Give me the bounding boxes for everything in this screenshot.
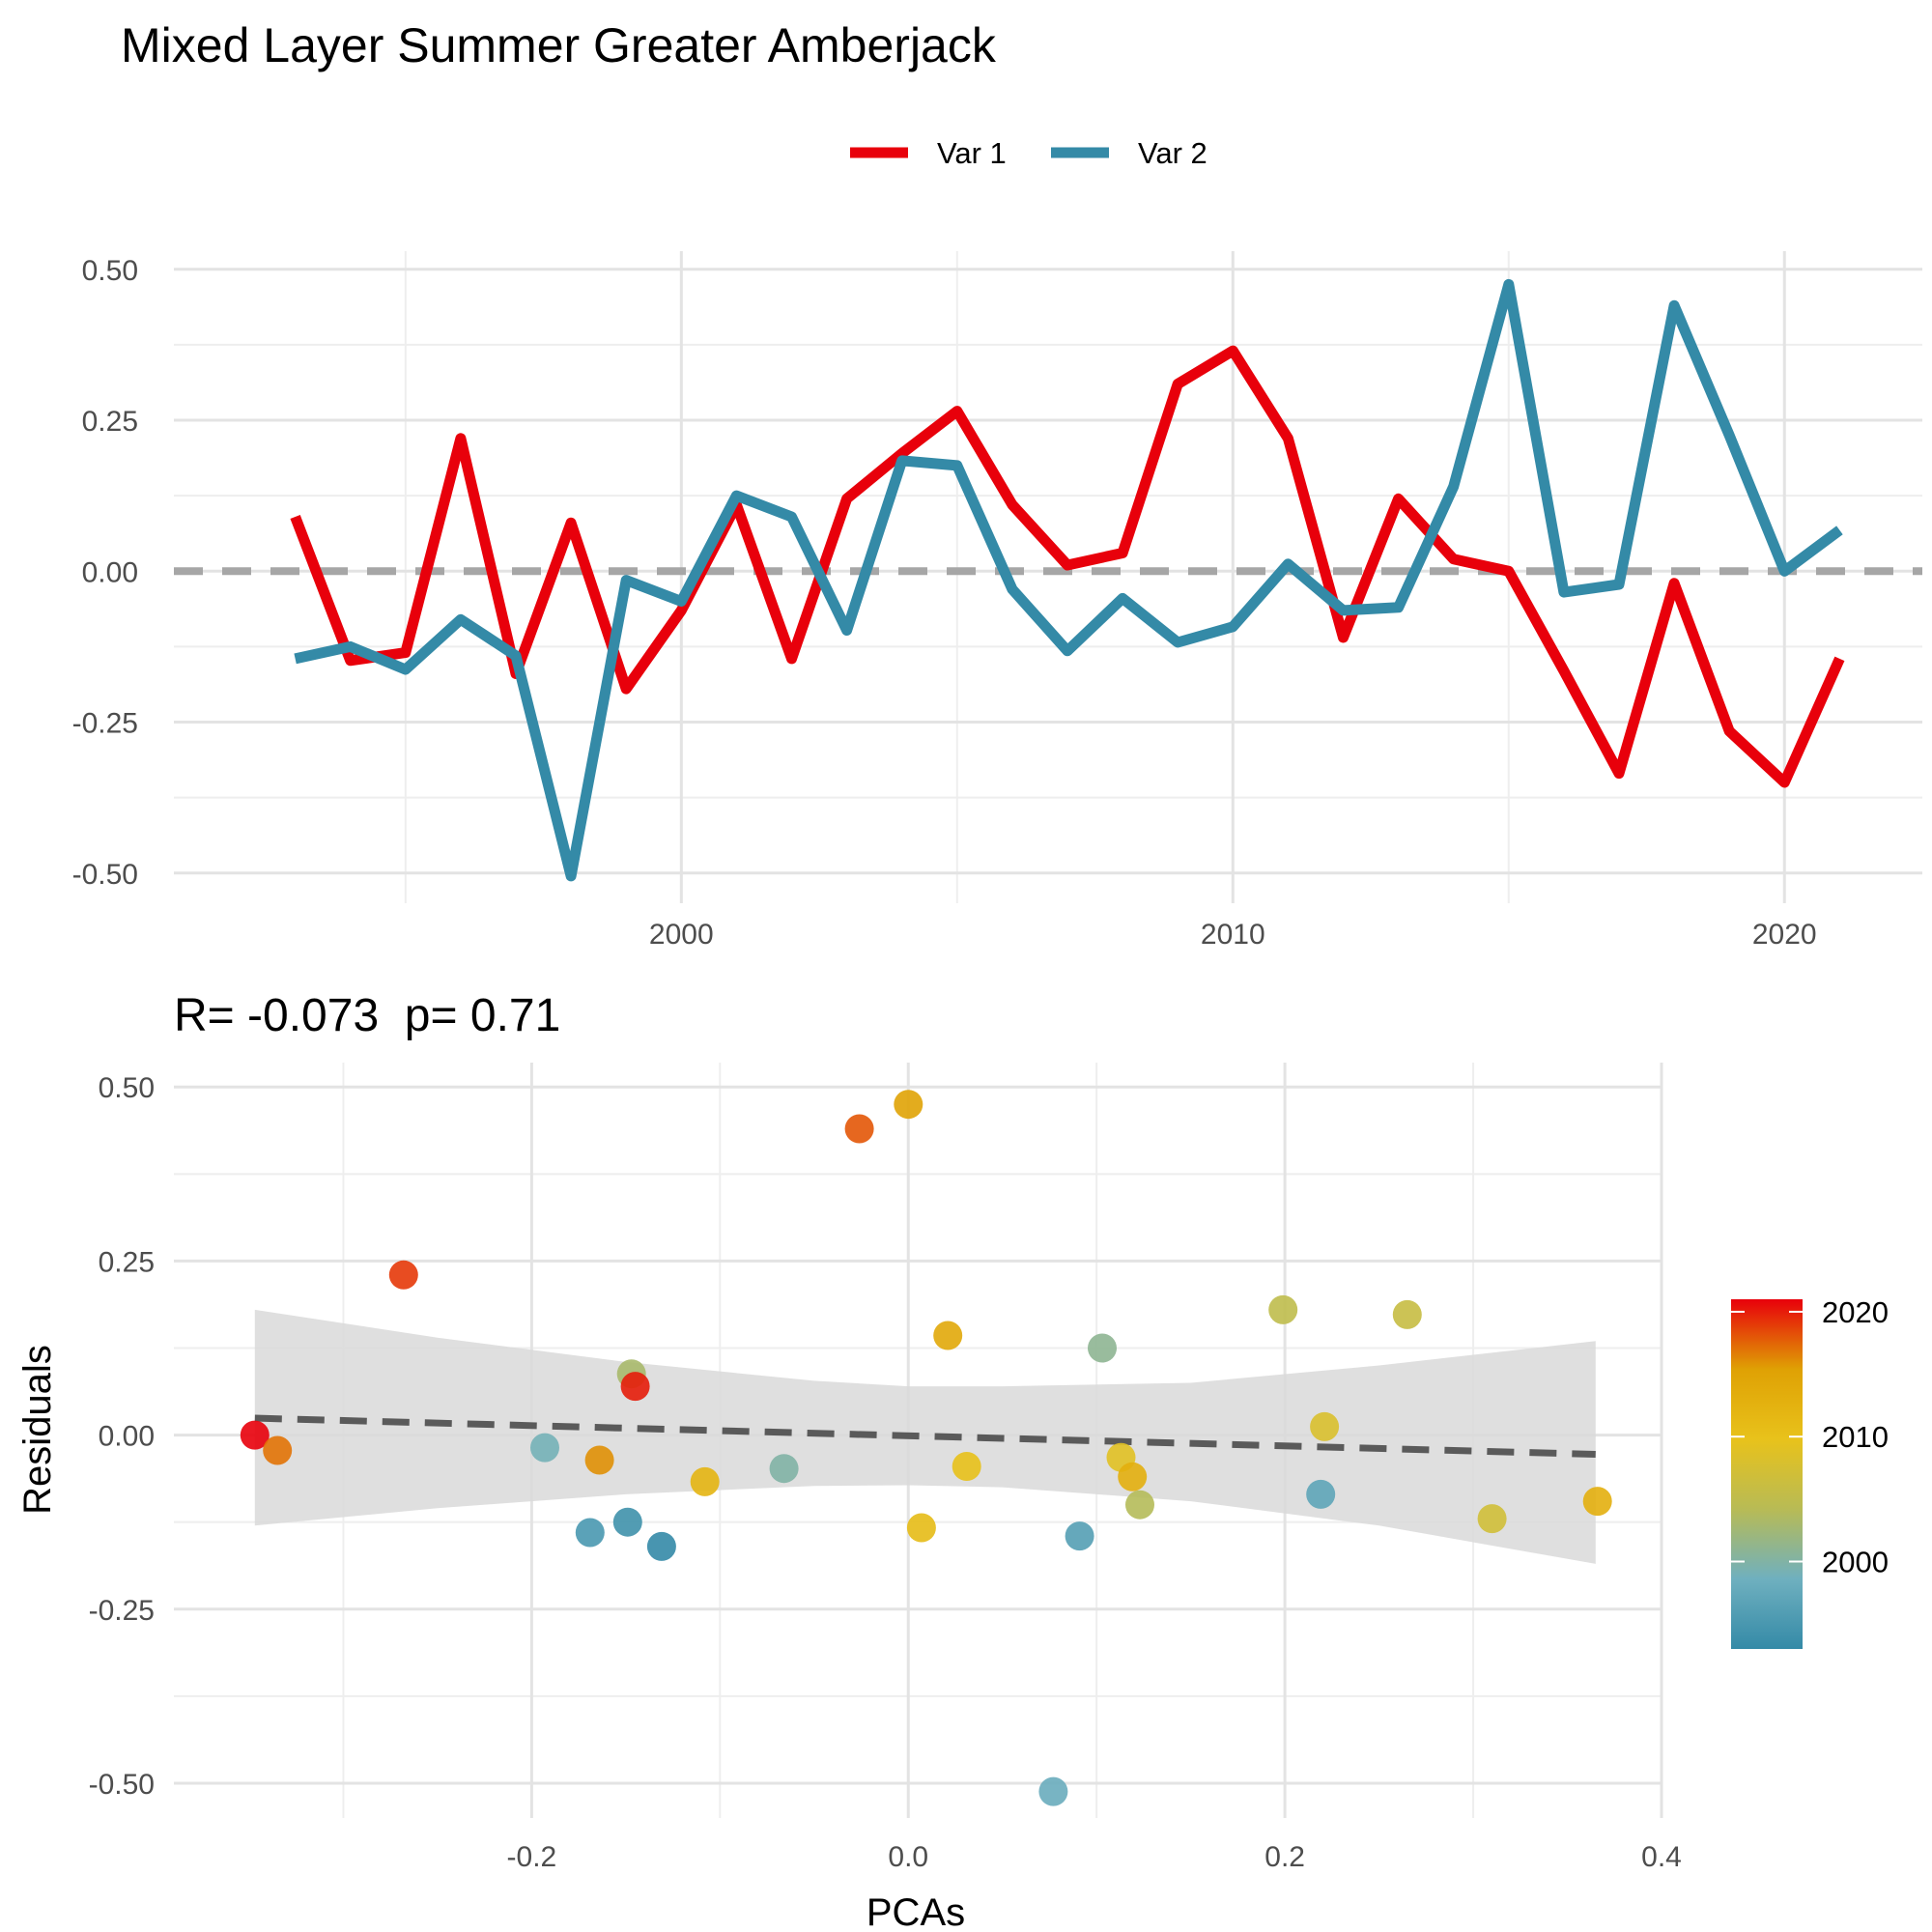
y-tick-label: 0.25 (82, 406, 138, 438)
scatter-point (584, 1445, 614, 1475)
scatter-point (1310, 1411, 1340, 1441)
scatter-point (575, 1518, 605, 1548)
regression-line (254, 1414, 1596, 1459)
confidence-ribbon (254, 1309, 1596, 1564)
colorbar-label: 2020 (1822, 1295, 1889, 1329)
x-tick-label: 0.4 (1641, 1841, 1682, 1873)
x-axis-title: PCAs (867, 1891, 965, 1932)
series-line-2 (294, 278, 1843, 882)
colorbar-gradient (1731, 1299, 1803, 1649)
scatter-point (1088, 1333, 1117, 1363)
scatter-point (844, 1114, 874, 1144)
x-tick-label: -0.2 (507, 1841, 557, 1873)
time-series-panel: 0.50 0.25 0.00 -0.25 -0.50 2000 2010 2020 (72, 251, 1922, 951)
x-tick-label: 0.2 (1264, 1841, 1305, 1873)
scatter-point (263, 1435, 293, 1465)
y-tick-label: -0.50 (72, 859, 138, 891)
scatter-point (646, 1531, 676, 1561)
y-tick-label: 0.00 (82, 556, 138, 588)
scatter-point (612, 1507, 642, 1537)
chart-title: Mixed Layer Summer Greater Amberjack (121, 18, 997, 72)
scatter-point (769, 1454, 799, 1484)
scatter-point (906, 1513, 936, 1543)
scatter-point (1118, 1462, 1148, 1492)
scatter-point (894, 1090, 923, 1120)
scatter-point (933, 1321, 963, 1350)
x-tick-label: 2010 (1201, 919, 1265, 951)
scatter-point (1477, 1504, 1507, 1534)
y-axis-title: Residuals (16, 1345, 59, 1515)
stat-annotation: R= -0.073 p= 0.71 (174, 990, 560, 1041)
y-tick-label: -0.50 (89, 1769, 155, 1801)
x-tick-label: 2000 (649, 919, 714, 951)
scatter-point (620, 1372, 650, 1402)
residuals-scatter-panel: 0.50 0.25 0.00 -0.25 -0.50 -0.2 0.0 0.2 0.4 (89, 1063, 1682, 1873)
scatter-point (530, 1433, 559, 1463)
y-tick-label: 0.50 (99, 1072, 155, 1104)
legend-label-1: Var 1 (937, 136, 1007, 170)
scatter-point (952, 1452, 981, 1481)
legend: Var 1 Var 2 (850, 136, 1208, 170)
scatter-point (1065, 1521, 1094, 1551)
x-tick-label: 0.0 (888, 1841, 928, 1873)
scatter-point (1268, 1294, 1298, 1324)
scatter-point (388, 1260, 418, 1290)
y-tick-label: -0.25 (89, 1595, 155, 1627)
colorbar-label: 2000 (1822, 1546, 1889, 1579)
scatter-point (1125, 1490, 1154, 1520)
scatter-point (1582, 1487, 1612, 1517)
legend-label-2: Var 2 (1138, 136, 1208, 170)
scatter-point (1392, 1299, 1422, 1329)
colorbar-label: 2010 (1822, 1420, 1889, 1454)
x-tick-label: 2020 (1752, 919, 1817, 951)
y-tick-label: 0.00 (99, 1421, 155, 1453)
series-line-1 (290, 345, 1845, 788)
colorbar-legend: 2020 2010 2000 (1731, 1295, 1889, 1649)
y-tick-label: 0.50 (82, 255, 138, 287)
scatter-point (1306, 1479, 1336, 1509)
y-tick-label: -0.25 (72, 708, 138, 740)
scatter-point (240, 1420, 270, 1450)
scatter-point (690, 1466, 720, 1496)
y-tick-label: 0.25 (99, 1246, 155, 1278)
scatter-point (1038, 1776, 1068, 1806)
